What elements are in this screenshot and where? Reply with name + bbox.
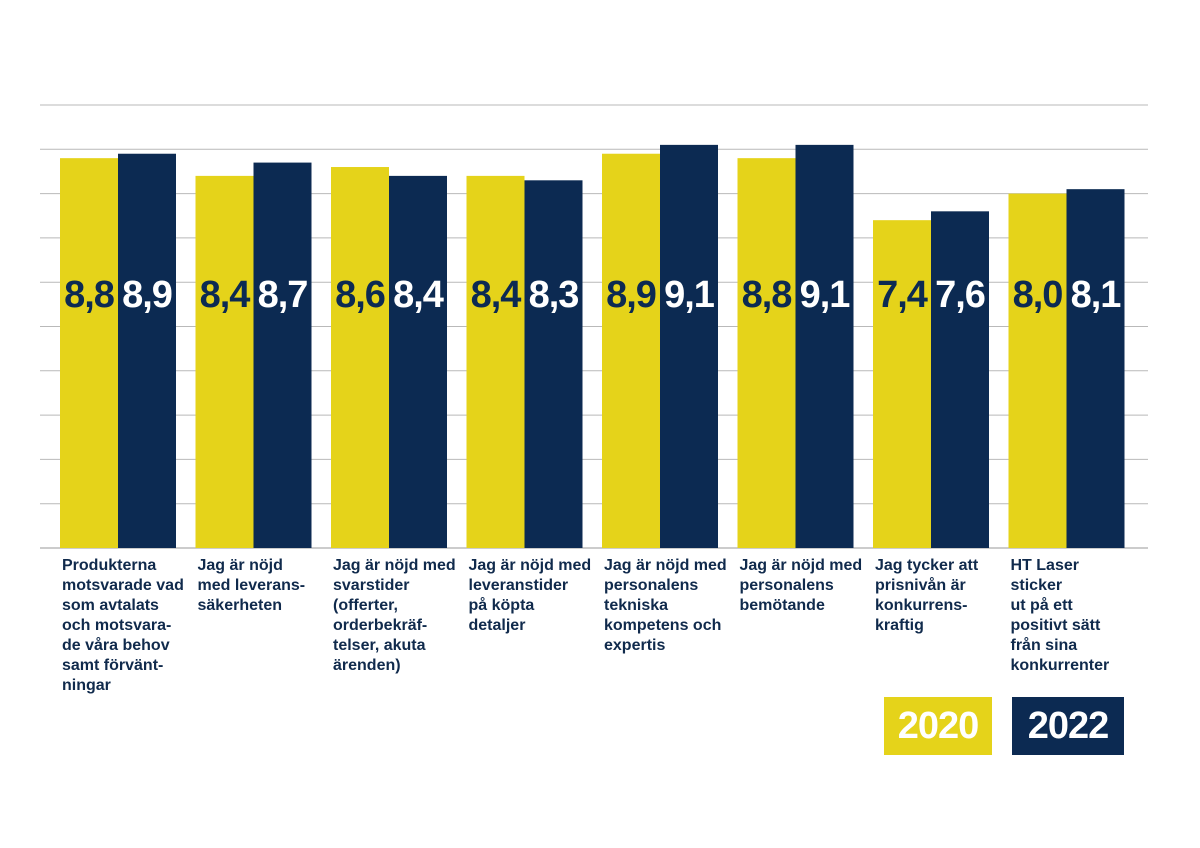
value-label-2020-2: 8,4 <box>200 274 251 316</box>
value-label-2020-1: 8,8 <box>64 274 114 316</box>
legend-2022: 2022 <box>1012 697 1124 755</box>
bar-2022-4 <box>524 180 583 548</box>
bar-2020-6 <box>737 158 796 548</box>
value-label-2022-7: 7,6 <box>935 274 985 316</box>
value-label-2020-6: 8,8 <box>742 274 792 316</box>
value-label-2020-4: 8,4 <box>471 274 522 316</box>
value-label-2020-5: 8,9 <box>606 274 656 316</box>
category-label-7: Jag tycker att prisnivån är konkurrens- … <box>875 557 979 634</box>
category-label-4: Jag är nöjd med leveranstider på köpta d… <box>468 557 592 634</box>
bar-2020-8 <box>1008 193 1067 548</box>
value-label-2022-2: 8,7 <box>258 274 308 316</box>
value-label-2022-8: 8,1 <box>1071 274 1122 316</box>
value-labels: 8,8 8,9 8,4 8,7 8,6 8,4 8,4 8,3 8,9 9,1 8,8 9,1 7,4 7… <box>64 274 1122 316</box>
category-label-8: HT Laser sticker ut på ett positivt sätt… <box>1010 557 1110 674</box>
bars <box>60 144 1125 549</box>
category-label-1: Produkterna motsvarade vad som avtalats … <box>62 557 184 694</box>
legend-label-2022: 2022 <box>1027 704 1110 747</box>
bar-2020-5 <box>602 153 660 549</box>
value-label-2022-5: 9,1 <box>664 274 715 316</box>
category-label-6: Jag är nöjd med personalens bemötande <box>739 557 863 614</box>
bar-2022-1 <box>118 153 176 549</box>
bar-2022-3 <box>389 175 447 548</box>
bar-2020-4 <box>466 175 525 548</box>
legend-label-2020: 2020 <box>897 704 980 747</box>
value-label-2022-1: 8,9 <box>122 274 172 316</box>
bar-2022-7 <box>931 211 989 548</box>
bar-2022-2 <box>253 162 312 548</box>
category-label-3: Jag är nöjd med svarstider (offerter, or… <box>333 557 456 674</box>
bar-2022-5 <box>660 144 718 548</box>
bar-2020-2 <box>195 175 254 548</box>
bar-2022-6 <box>795 144 854 548</box>
category-label-5: Jag är nöjd med personalens tekniska kom… <box>604 557 727 654</box>
value-label-2022-6: 9,1 <box>800 274 851 316</box>
value-label-2020-8: 8,0 <box>1013 274 1063 316</box>
legend-2020: 2020 <box>884 697 992 755</box>
bar-2020-3 <box>331 167 389 548</box>
category-label-2: Jag är nöjd med leverans- säkerheten <box>197 557 306 614</box>
bar-2020-7 <box>873 220 931 548</box>
value-label-2020-7: 7,4 <box>877 274 928 316</box>
value-label-2022-4: 8,3 <box>529 274 579 316</box>
value-label-2022-3: 8,4 <box>393 274 444 316</box>
bar-2022-8 <box>1066 189 1125 549</box>
value-label-2020-3: 8,6 <box>335 274 385 316</box>
bar-2020-1 <box>60 158 118 548</box>
